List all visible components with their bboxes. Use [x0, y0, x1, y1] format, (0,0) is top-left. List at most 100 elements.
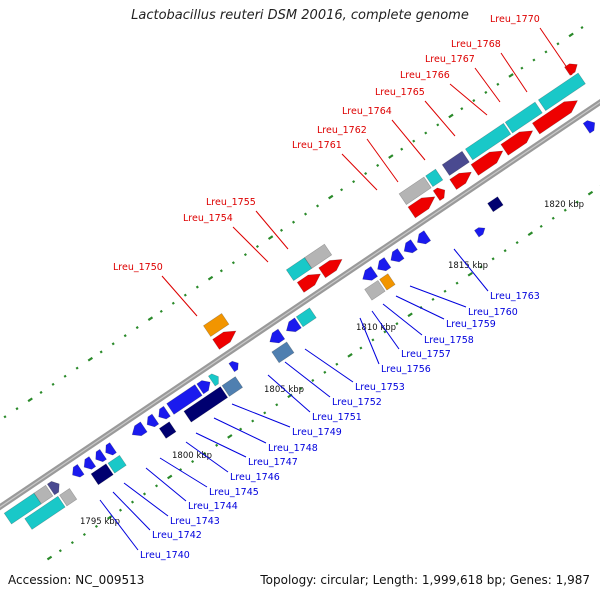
ruler-tick-upper [147, 316, 154, 322]
label-leader-line [382, 303, 423, 336]
ruler-tick-lower [167, 474, 173, 480]
gene-label-bottom: Lreu_1751 [312, 412, 362, 423]
gene-arrow [33, 484, 54, 505]
ruler-tick-lower [251, 419, 255, 423]
ruler-tick-lower [587, 190, 594, 196]
ruler-label: 1810 kbp [356, 323, 396, 333]
gene-arrow [318, 259, 343, 279]
label-leader-line [255, 210, 289, 250]
ruler-tick-upper [243, 253, 247, 257]
ruler-tick-upper [376, 163, 380, 167]
gene-arrow [208, 373, 219, 387]
gene-arrow [24, 495, 66, 530]
ruler-tick-lower [118, 508, 122, 512]
gene-arrow [398, 176, 432, 205]
ruler-tick-upper [484, 90, 488, 94]
gene-arrow [487, 196, 504, 213]
gene-arrow [46, 481, 60, 496]
gene-label-bottom: Lreu_1752 [332, 397, 382, 408]
ruler-tick-lower [335, 362, 339, 366]
ruler-tick-lower [239, 427, 243, 431]
ruler-tick-lower [443, 289, 447, 293]
gene-arrow [196, 380, 211, 395]
ruler-tick-upper [195, 285, 199, 289]
label-leader-line [195, 432, 247, 458]
ruler-tick-lower [58, 549, 62, 553]
ruler-tick-upper [364, 172, 368, 176]
gene-label-bottom: Lreu_1746 [230, 472, 280, 483]
ruler-tick-lower [275, 403, 279, 407]
ruler-tick-lower [70, 541, 74, 545]
ruler-tick-lower [371, 338, 375, 342]
label-leader-line [284, 361, 331, 398]
gene-label-bottom: Lreu_1743 [170, 516, 220, 527]
gene-label-bottom: Lreu_1758 [424, 335, 474, 346]
gene-arrow [72, 464, 85, 478]
gene-label-top: Lreu_1768 [451, 39, 501, 50]
ruler-tick-upper [171, 301, 175, 305]
gene-label-bottom: Lreu_1745 [209, 487, 259, 498]
label-leader-line [213, 417, 267, 444]
gene-arrow [582, 120, 596, 134]
ruler-tick-upper [255, 244, 259, 249]
ruler-tick-lower [94, 524, 98, 528]
gene-label-top: Lreu_1764 [342, 106, 392, 117]
gene-label-bottom: Lreu_1740 [140, 550, 190, 561]
gene-label-top: Lreu_1750 [113, 262, 163, 273]
ruler-tick-lower [142, 492, 147, 496]
gene-label-bottom: Lreu_1753 [355, 382, 405, 393]
ruler-tick-upper [460, 107, 464, 111]
ruler-tick-lower [203, 451, 207, 455]
ruler-tick-upper [183, 293, 187, 297]
ruler-tick-upper [424, 131, 428, 135]
gene-arrow [269, 328, 286, 344]
ruler-tick-upper [15, 407, 19, 411]
ruler-tick-upper [87, 356, 93, 362]
gene-arrow [203, 313, 230, 337]
ruler-tick-upper [279, 228, 284, 232]
ruler-tick-upper [135, 326, 139, 330]
gene-arrow [364, 280, 386, 301]
ruler-tick-lower [407, 312, 413, 318]
ruler-tick-lower [130, 500, 135, 504]
ruler-tick-lower [515, 241, 519, 245]
label-leader-line [123, 482, 169, 517]
label-leader-line [391, 119, 426, 161]
ruler-label: 1795 kbp [80, 517, 120, 527]
ruler-tick-upper [3, 415, 7, 419]
gene-arrow [107, 454, 127, 474]
ruler-tick-lower [575, 200, 579, 204]
ruler-tick-upper [111, 342, 115, 346]
ruler-tick-upper [472, 99, 476, 103]
gene-label-bottom: Lreu_1744 [188, 501, 238, 512]
ruler-tick-upper [580, 26, 584, 30]
ruler-tick-upper [63, 374, 67, 378]
ruler-tick-upper [544, 50, 548, 54]
gene-arrow [146, 413, 160, 428]
gene-arrow [537, 72, 586, 112]
gene-label-top: Lreu_1766 [400, 70, 450, 81]
label-leader-line [500, 52, 528, 93]
label-leader-line [449, 83, 488, 116]
label-leader-line [112, 491, 151, 531]
genome-info-text: Topology: circular; Length: 1,999,618 bp… [260, 573, 590, 587]
ruler-tick-lower [155, 484, 159, 488]
gene-label-bottom: Lreu_1747 [248, 457, 298, 468]
gene-label-top: Lreu_1755 [206, 197, 256, 208]
gene-label-bottom: Lreu_1763 [490, 291, 540, 302]
gene-arrow [59, 488, 78, 507]
ruler-tick-lower [431, 297, 435, 301]
ruler-tick-upper [27, 397, 33, 403]
ruler-tick-lower [527, 231, 534, 237]
ruler-tick-lower [299, 387, 303, 391]
gene-arrow [221, 376, 244, 397]
gene-arrow [271, 341, 295, 364]
ruler-tick-lower [227, 434, 233, 439]
genome-title: Lactobacillus reuteri DSM 20016, complet… [131, 8, 469, 23]
ruler-tick-upper [207, 275, 214, 281]
label-leader-line [453, 248, 489, 292]
label-leader-line [371, 310, 400, 350]
gene-arrow [295, 307, 317, 328]
gene-arrow [425, 168, 444, 188]
gene-arrow [158, 421, 177, 439]
